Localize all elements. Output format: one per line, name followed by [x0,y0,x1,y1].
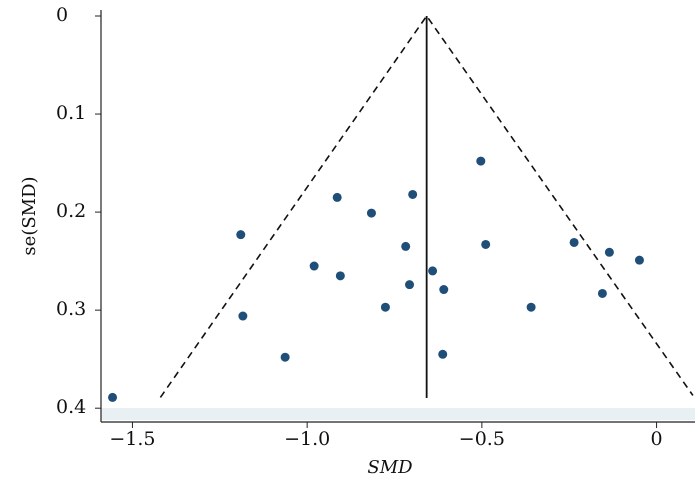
y-tick-label: 0.4 [56,396,86,418]
y-tick-label: 0.3 [56,298,86,320]
data-point [401,241,411,251]
y-tick-label: 0.2 [56,200,86,222]
y-tick-label: 0 [56,4,68,26]
data-point [481,239,491,249]
data-point [335,271,345,281]
data-point [597,288,607,298]
data-point [634,255,644,265]
x-tick-label: −1.5 [109,428,155,450]
data-point [238,311,248,321]
data-point [366,208,376,218]
data-point [408,189,418,199]
plot-strip [101,408,695,420]
data-point [476,156,486,166]
data-point [236,230,246,240]
x-tick-label: 0 [651,428,663,450]
data-point [438,349,448,359]
data-point [428,266,438,276]
x-axis-label: SMD [367,457,413,478]
x-tick-label: −1.0 [284,428,330,450]
data-point [108,392,118,402]
y-tick-label: 0.1 [56,102,86,124]
y-axis-label: se(SMD) [19,176,40,255]
data-point [309,261,319,271]
data-point [280,352,290,362]
x-tick-label: −0.5 [459,428,505,450]
data-point [332,192,342,202]
data-point [380,302,390,312]
funnel-line [159,14,694,398]
data-point [405,280,415,290]
data-point [569,237,579,247]
data-point [439,285,449,295]
data-point [526,302,536,312]
data-point [604,247,614,257]
